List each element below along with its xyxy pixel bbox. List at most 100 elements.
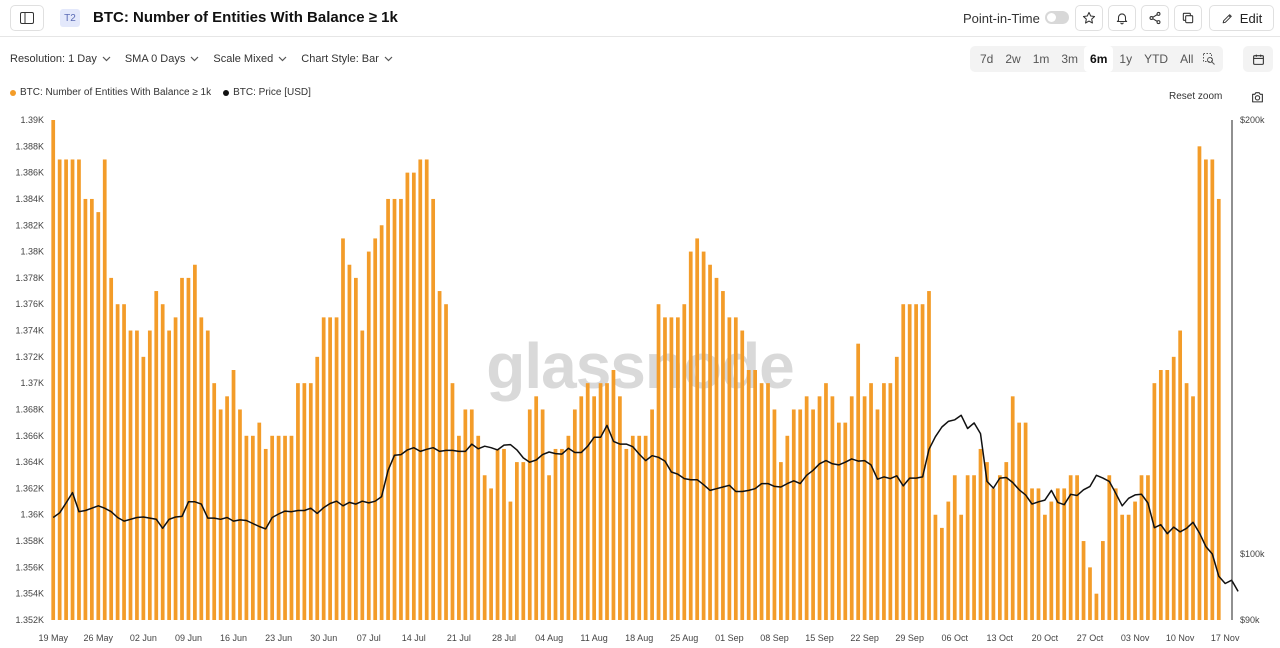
chart-area[interactable]: glassnode 1.352K1.354K1.356K1.358K1.36K1… bbox=[0, 108, 1280, 648]
copy-icon bbox=[1182, 12, 1194, 24]
bar bbox=[1171, 356, 1176, 620]
point-in-time-toggle[interactable] bbox=[1045, 11, 1069, 24]
range-6m[interactable]: 6m bbox=[1084, 46, 1114, 72]
bar bbox=[341, 238, 345, 621]
share-button[interactable] bbox=[1141, 5, 1169, 31]
bar bbox=[849, 396, 854, 620]
range-7d[interactable]: 7d bbox=[980, 52, 994, 66]
x-tick-label: 27 Oct bbox=[1077, 633, 1104, 643]
zoom-select-button[interactable] bbox=[1199, 46, 1219, 72]
range-3m[interactable]: 3m bbox=[1061, 52, 1079, 66]
chart-style-dropdown[interactable]: Chart Style: Bar bbox=[301, 50, 393, 68]
bar bbox=[643, 435, 648, 620]
range-2w[interactable]: 2w bbox=[1005, 52, 1021, 66]
bar bbox=[598, 383, 603, 620]
sma-dropdown[interactable]: SMA 0 Days bbox=[125, 50, 200, 68]
y-tick-label: 1.368K bbox=[15, 405, 44, 415]
bar bbox=[469, 409, 474, 620]
resolution-dropdown[interactable]: Resolution: 1 Day bbox=[10, 50, 111, 68]
y-tick-label: 1.366K bbox=[15, 431, 44, 441]
screenshot-button[interactable] bbox=[1251, 90, 1264, 108]
chevron-down-icon bbox=[190, 56, 199, 62]
bar bbox=[83, 198, 88, 620]
bar bbox=[1139, 475, 1144, 620]
x-tick-label: 20 Oct bbox=[1032, 633, 1059, 643]
right-axis: $90k $100k $200k bbox=[1240, 115, 1265, 625]
camera-icon bbox=[1252, 92, 1263, 103]
bar bbox=[160, 304, 165, 620]
zoom-select-icon bbox=[1203, 53, 1216, 65]
bar bbox=[991, 488, 996, 620]
x-tick-label: 01 Sep bbox=[715, 633, 744, 643]
sidebar-toggle-button[interactable] bbox=[10, 5, 44, 31]
bar bbox=[804, 396, 809, 620]
x-tick-label: 28 Jul bbox=[492, 633, 516, 643]
bar bbox=[605, 383, 609, 620]
y-tick-label: 1.384K bbox=[15, 194, 44, 204]
alert-button[interactable] bbox=[1108, 5, 1136, 31]
bar bbox=[630, 435, 635, 620]
bar bbox=[347, 264, 352, 620]
bar bbox=[257, 422, 262, 620]
x-tick-label: 22 Sep bbox=[850, 633, 879, 643]
bar bbox=[276, 435, 281, 620]
favorite-button[interactable] bbox=[1075, 5, 1103, 31]
bar bbox=[489, 488, 493, 620]
y-tick-label: 1.362K bbox=[15, 483, 44, 493]
bar bbox=[1126, 514, 1131, 620]
bar bbox=[205, 330, 210, 620]
bar bbox=[1158, 370, 1163, 620]
bar bbox=[379, 225, 384, 620]
range-1m[interactable]: 1m bbox=[1032, 52, 1050, 66]
bar bbox=[354, 277, 358, 620]
bar bbox=[476, 435, 481, 620]
bar bbox=[740, 330, 745, 620]
bar bbox=[141, 356, 146, 620]
bar bbox=[708, 264, 712, 620]
bar bbox=[572, 409, 577, 620]
bar bbox=[328, 317, 332, 620]
bar bbox=[836, 422, 841, 620]
bar bbox=[154, 291, 159, 620]
y-tick-label: 1.372K bbox=[15, 352, 44, 362]
range-1y[interactable]: 1y bbox=[1119, 52, 1133, 66]
bar bbox=[1075, 475, 1079, 620]
reset-zoom-button[interactable]: Reset zoom bbox=[1169, 91, 1223, 102]
bar bbox=[109, 277, 114, 620]
x-tick-label: 21 Jul bbox=[447, 633, 471, 643]
bar bbox=[1068, 475, 1073, 620]
bar bbox=[244, 435, 249, 620]
sidebar-icon bbox=[20, 12, 34, 24]
legend-swatch-entities bbox=[10, 89, 16, 96]
legend-item-entities[interactable]: BTC: Number of Entities With Balance ≥ 1… bbox=[10, 87, 211, 98]
y-tick-label: 1.356K bbox=[15, 562, 44, 572]
bar bbox=[682, 304, 687, 620]
legend-item-price[interactable]: BTC: Price [USD] bbox=[223, 87, 311, 98]
bar bbox=[315, 356, 320, 620]
range-all[interactable]: All bbox=[1180, 52, 1194, 66]
range-ytd[interactable]: YTD bbox=[1144, 52, 1169, 66]
y-tick-label: 1.364K bbox=[15, 457, 44, 467]
bar bbox=[70, 159, 75, 620]
bar bbox=[1055, 488, 1060, 620]
bar bbox=[399, 198, 403, 620]
bar bbox=[115, 304, 120, 620]
bar bbox=[688, 251, 693, 620]
bar bbox=[624, 448, 629, 620]
bar bbox=[1030, 488, 1034, 620]
bar bbox=[553, 448, 558, 620]
bar bbox=[180, 277, 184, 620]
y-tick-label: 1.38K bbox=[20, 247, 44, 257]
duplicate-button[interactable] bbox=[1174, 5, 1202, 31]
bar bbox=[193, 264, 197, 620]
scale-dropdown[interactable]: Scale Mixed bbox=[213, 50, 287, 68]
x-tick-label: 29 Sep bbox=[895, 633, 924, 643]
date-picker-button[interactable] bbox=[1243, 46, 1273, 72]
bar bbox=[418, 159, 423, 620]
y-tick-label: 1.36K bbox=[20, 510, 44, 520]
bar bbox=[766, 383, 770, 620]
edit-button[interactable]: Edit bbox=[1209, 5, 1274, 31]
bar bbox=[1081, 541, 1086, 620]
bar bbox=[1184, 383, 1189, 620]
calendar-icon bbox=[1252, 54, 1264, 65]
